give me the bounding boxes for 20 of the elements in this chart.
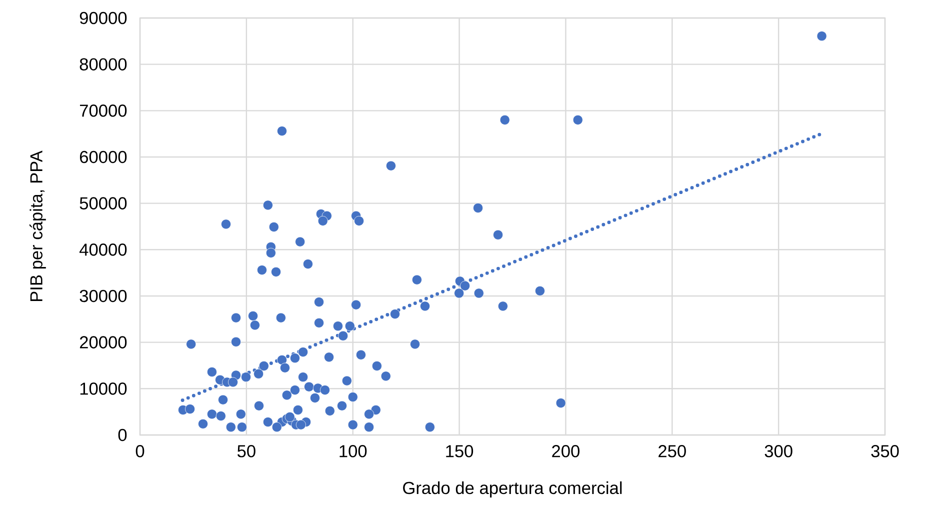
- y-tick-label: 20000: [80, 336, 127, 348]
- x-tick-label: 150: [446, 445, 474, 458]
- y-tick-label: 80000: [80, 58, 127, 70]
- x-tick-label: 50: [237, 445, 256, 458]
- y-tick-label: 10000: [80, 382, 127, 395]
- x-tick-label: 300: [764, 445, 792, 458]
- x-tick-label: 250: [658, 445, 686, 458]
- x-tick-label: 0: [136, 445, 144, 458]
- y-tick-label: 70000: [80, 104, 127, 117]
- y-tick-label: 30000: [80, 290, 127, 302]
- y-tick-label: 60000: [80, 150, 127, 164]
- x-tick-label: 200: [552, 445, 580, 458]
- y-tick-label: 0: [118, 428, 127, 442]
- x-axis-title: Grado de apertura comercial: [403, 481, 622, 498]
- y-tick-label: 50000: [80, 197, 127, 210]
- x-tick-label: 100: [340, 445, 367, 458]
- y-tick-label: 90000: [80, 12, 127, 24]
- x-tick-label: 350: [871, 445, 899, 458]
- y-axis-title: PIB per cápita, PPA: [30, 150, 46, 302]
- y-tick-label: 40000: [79, 244, 127, 256]
